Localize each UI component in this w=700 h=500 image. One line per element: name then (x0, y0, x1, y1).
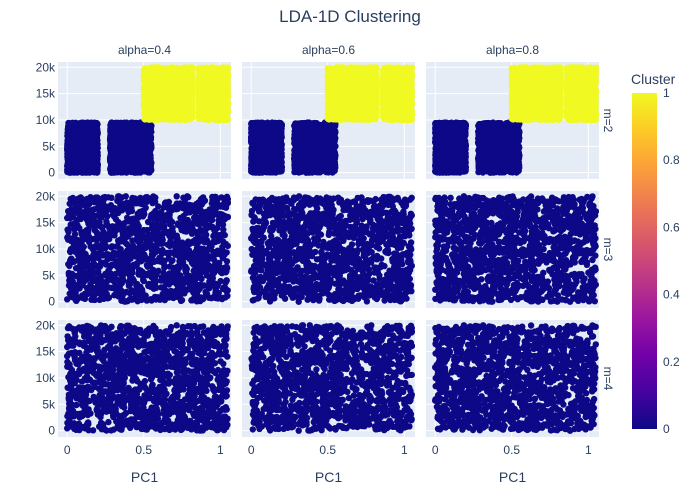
scatter-point (87, 162, 95, 170)
scatter-point (94, 162, 102, 169)
scatter-point (93, 122, 100, 129)
scatter-point (66, 146, 73, 154)
scatter-point (78, 145, 86, 152)
scatter-point (175, 66, 183, 74)
scatter-point (89, 155, 97, 163)
scatter-point (185, 87, 193, 94)
scatter-point (66, 163, 73, 170)
scatter-point (188, 105, 195, 112)
scatter-point (113, 135, 121, 142)
scatter-point (135, 151, 142, 159)
scatter-point (152, 103, 159, 110)
scatter-point (155, 72, 162, 79)
scatter-point (77, 163, 84, 170)
scatter-point (84, 122, 92, 130)
scatter-point (141, 102, 149, 109)
scatter-point (138, 141, 146, 149)
chart-title: LDA-1D Clustering (279, 7, 421, 26)
scatter-point (152, 64, 160, 71)
scatter-point (182, 95, 189, 103)
scatter-point (83, 167, 91, 174)
scatter-point (71, 131, 78, 139)
scatter-point (71, 125, 79, 132)
scatter-point (144, 79, 151, 86)
scatter-point (83, 135, 90, 143)
scatter-point (90, 128, 97, 135)
scatter-point (134, 166, 141, 173)
scatter-point (109, 130, 116, 137)
scatter-point (170, 90, 177, 97)
scatter-point (90, 137, 97, 144)
scatter-point (128, 157, 135, 164)
scatter-point (88, 144, 96, 151)
scatter-point (163, 105, 170, 112)
scatter-point (137, 121, 145, 128)
scatter-point (65, 131, 72, 139)
scatter-point (126, 167, 134, 174)
scatter-point (162, 67, 169, 75)
scatter-point (181, 116, 188, 124)
scatter-point (146, 116, 153, 123)
scatter-point (169, 104, 176, 111)
scatter-point (144, 108, 151, 116)
scatter-point (161, 111, 168, 118)
scatter-point (167, 83, 174, 90)
scatter-point (147, 162, 154, 169)
scatter-point (110, 163, 117, 171)
scatter-point (65, 156, 72, 163)
scatter-point (169, 67, 176, 75)
scatter-point (107, 121, 115, 128)
scatter-point (145, 71, 152, 79)
scatter-point (121, 150, 128, 158)
scatter-point (64, 138, 72, 145)
scatter-point (74, 150, 81, 157)
scatter-point (152, 115, 160, 122)
scatter-point (71, 121, 79, 128)
scatter-point (186, 73, 193, 80)
scatter-point (126, 123, 133, 131)
scatter-point (170, 116, 178, 123)
scatter-point (83, 128, 90, 136)
scatter-point (156, 97, 163, 104)
scatter-point (175, 80, 182, 87)
scatter-point (84, 151, 91, 158)
scatter-point (70, 137, 77, 145)
scatter-point (121, 139, 128, 147)
scatter-point (72, 159, 79, 166)
scatter-points (63, 64, 231, 176)
scatter-point (147, 133, 154, 140)
scatter-point (146, 148, 153, 155)
scatter-point (178, 106, 185, 114)
scatter-point (188, 81, 195, 88)
scatter-point (107, 154, 114, 161)
scatter-point (132, 132, 140, 140)
scatter-point (146, 97, 154, 104)
scatter-point (144, 89, 151, 96)
scatter-point (188, 64, 195, 71)
scatter-point (188, 113, 195, 120)
scatter-point (143, 156, 151, 163)
